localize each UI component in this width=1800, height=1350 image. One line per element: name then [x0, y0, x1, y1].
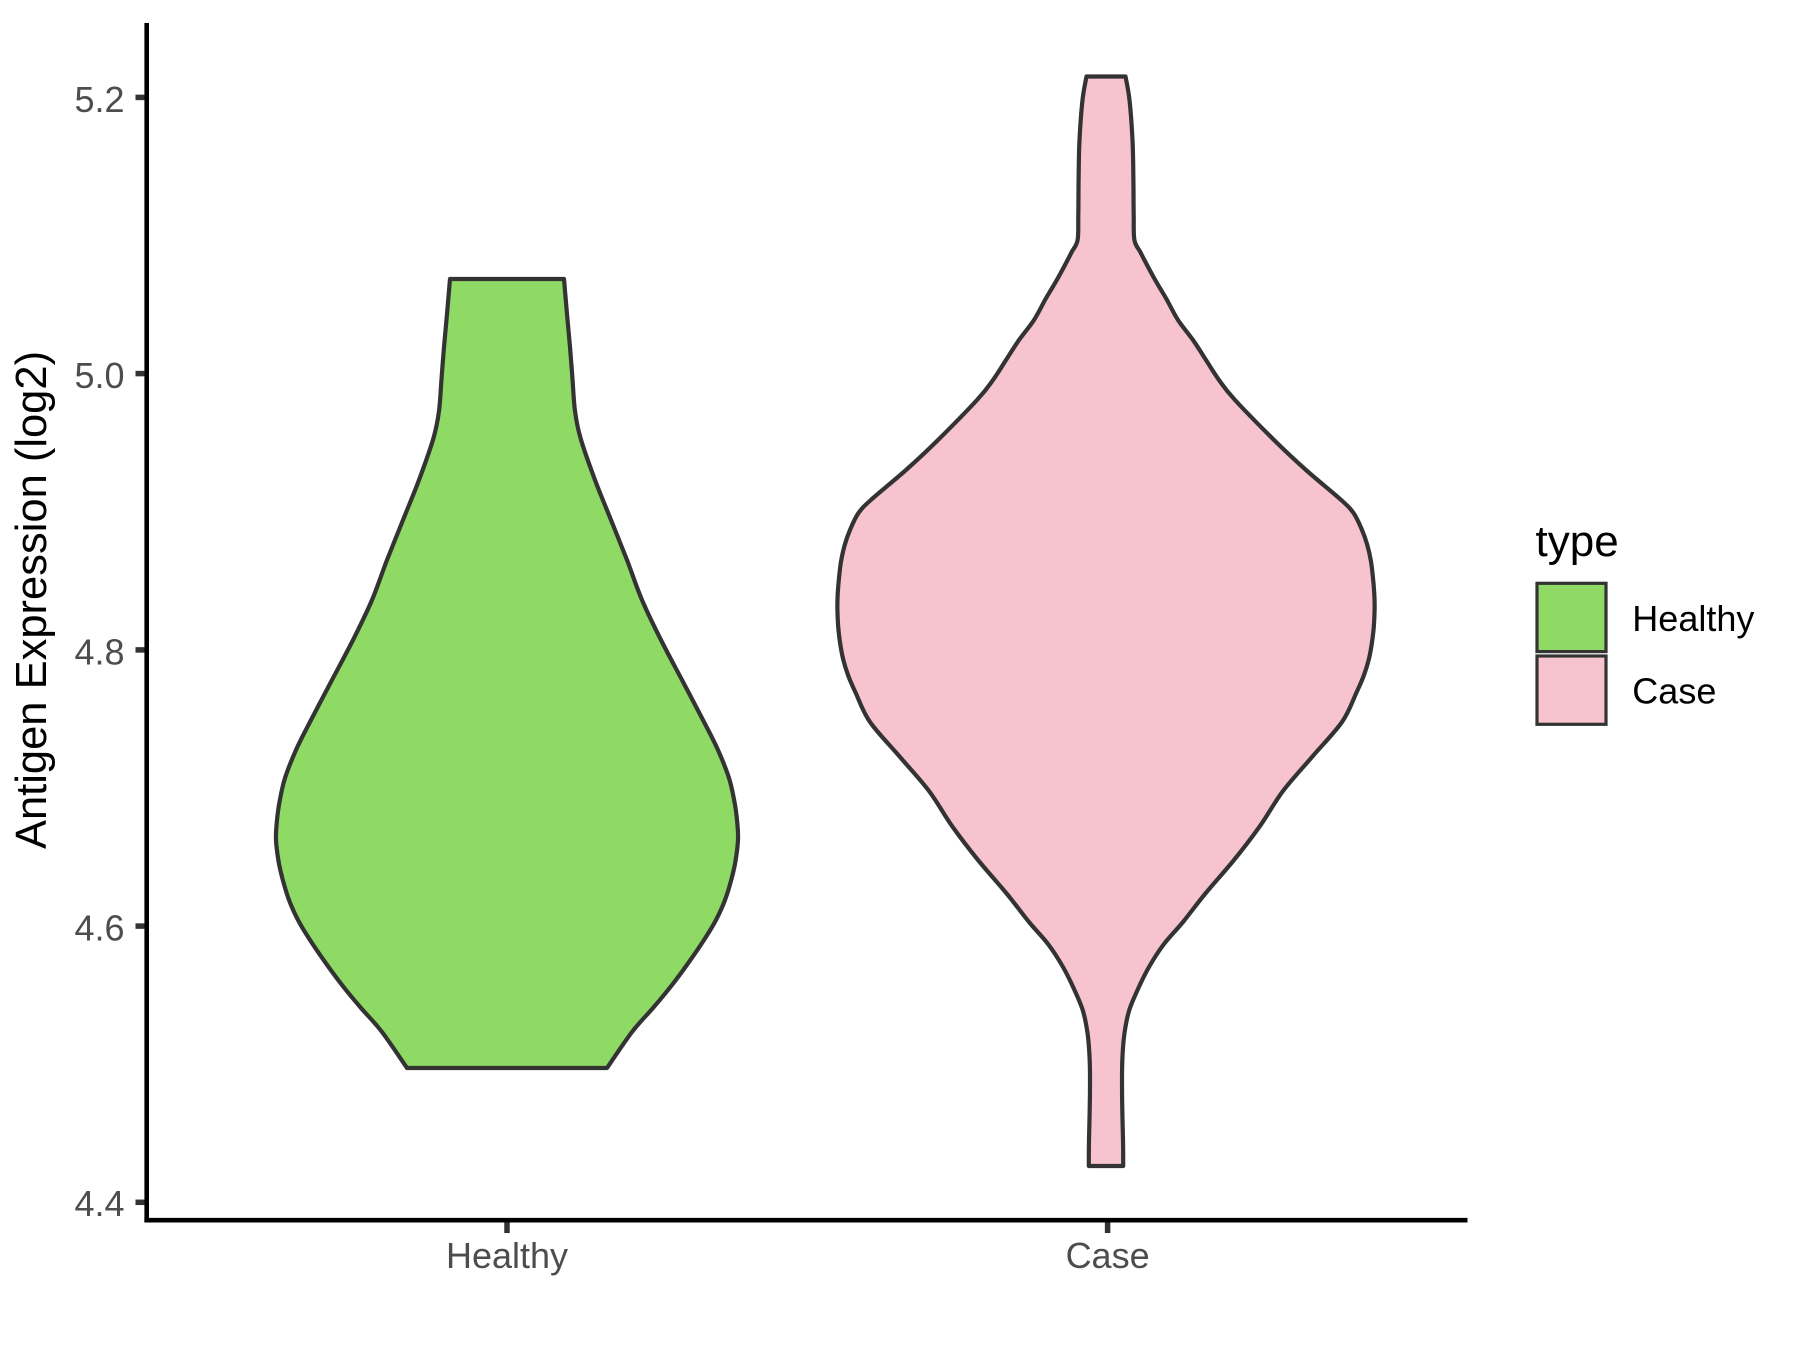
svg-text:5.0: 5.0 [74, 355, 124, 396]
svg-text:Case: Case [1066, 1235, 1150, 1276]
svg-text:type: type [1536, 517, 1619, 566]
svg-text:Case: Case [1632, 671, 1716, 712]
svg-text:Healthy: Healthy [446, 1235, 568, 1276]
svg-text:Antigen Expression (log2): Antigen Expression (log2) [8, 351, 56, 849]
svg-text:4.6: 4.6 [74, 908, 124, 949]
svg-text:5.2: 5.2 [74, 79, 124, 120]
svg-text:4.4: 4.4 [74, 1183, 124, 1224]
svg-text:Healthy: Healthy [1632, 598, 1754, 639]
svg-text:4.8: 4.8 [74, 632, 124, 673]
